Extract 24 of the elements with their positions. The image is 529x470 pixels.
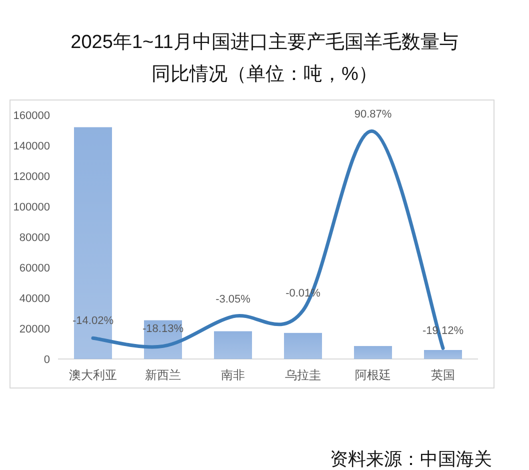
y-tick-label: 80000: [19, 232, 50, 244]
y-tick-label: 20000: [19, 324, 50, 336]
x-tick-label: 南非: [221, 368, 245, 382]
x-tick-label: 乌拉圭: [285, 368, 321, 382]
y-tick-label: 0: [44, 354, 50, 366]
x-tick-label: 新西兰: [145, 368, 181, 382]
title: 2025年1~11月中国进口主要产毛国羊毛数量与同比情况（单位：吨，%）: [70, 32, 458, 85]
y-tick-label: 40000: [19, 293, 50, 305]
y-tick-label: 140000: [13, 140, 50, 152]
bar: [354, 346, 392, 359]
data-label: 90.87%: [354, 108, 392, 120]
y-tick-label: 100000: [13, 202, 50, 214]
bar: [74, 127, 112, 359]
x-tick-label: 阿根廷: [355, 368, 391, 382]
x-tick-label: 英国: [431, 368, 455, 382]
x-tick-label: 澳大利亚: [69, 368, 117, 382]
bar: [284, 332, 322, 359]
bar: [214, 331, 252, 359]
y-tick-label: 60000: [19, 262, 50, 274]
text: 资料来源：中国海关: [330, 449, 492, 469]
bar: [424, 350, 462, 359]
y-tick-label: 120000: [13, 171, 50, 183]
y-tick-label: 160000: [13, 110, 50, 122]
data-label: -3.05%: [216, 293, 251, 306]
